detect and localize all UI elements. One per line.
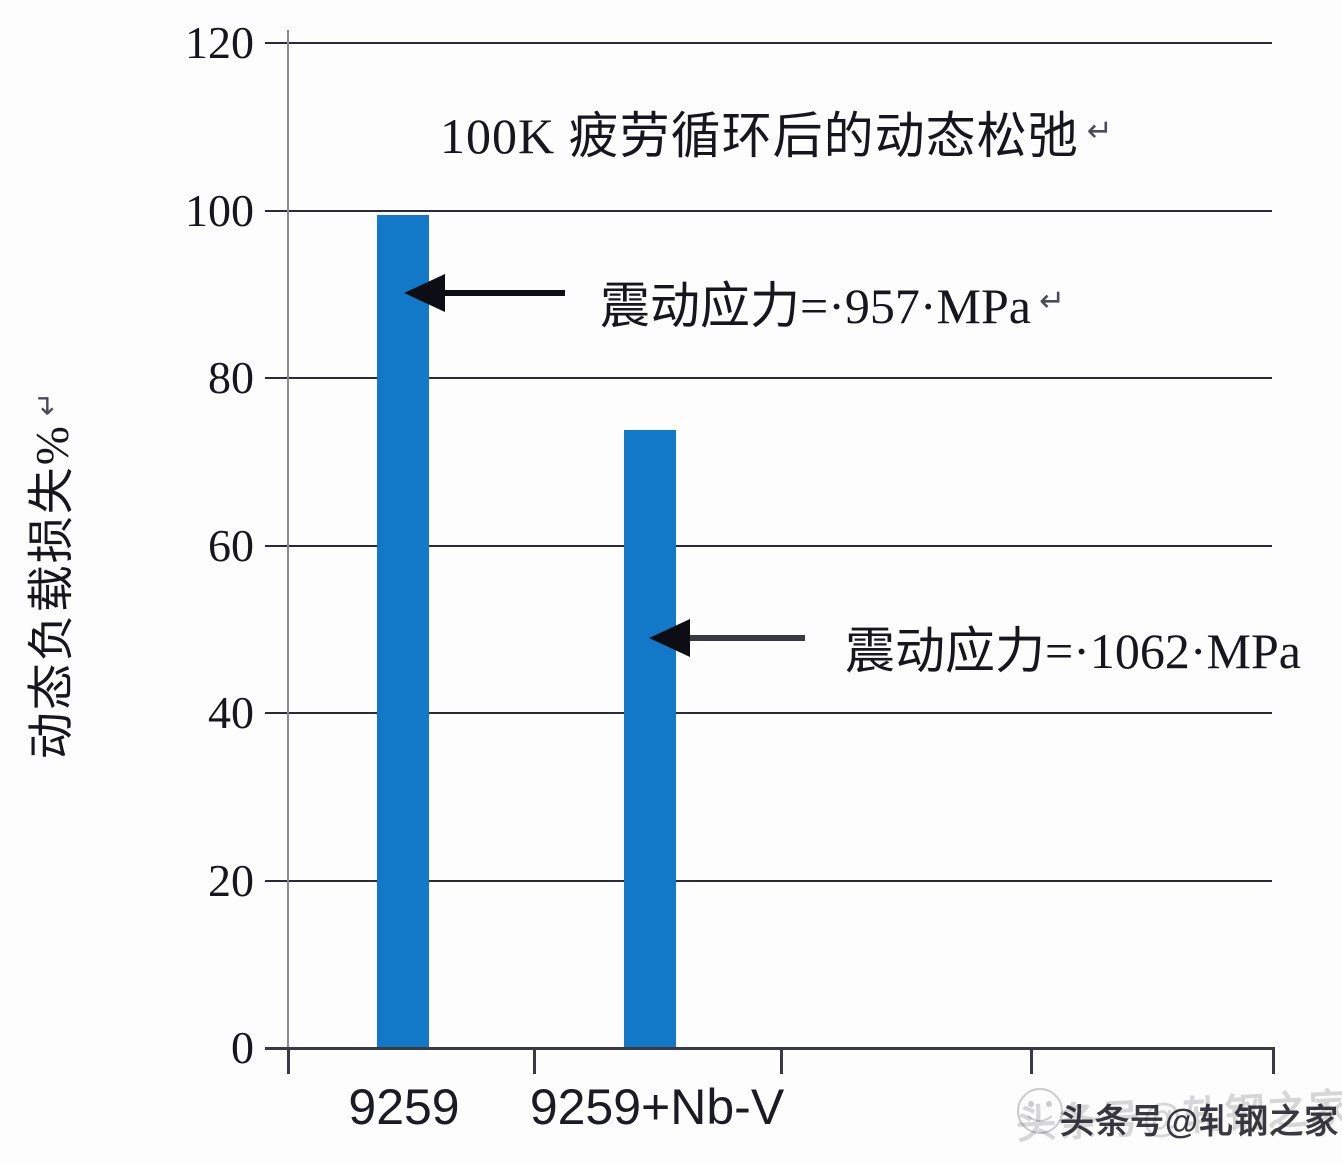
annotation-vibration-stress-957: 震动应力=·957·MPa ↵ <box>600 266 1065 338</box>
x-tick-4 <box>1272 1047 1275 1074</box>
x-tick-2 <box>780 1047 783 1074</box>
y-tick-label-20: 20 <box>208 855 254 906</box>
y-tick-40 <box>265 712 287 714</box>
y-tick-120 <box>265 42 287 44</box>
annotation-text: 震动应力=·957·MPa <box>600 278 1031 334</box>
bar-9259[interactable] <box>377 215 429 1047</box>
y-tick-20 <box>265 880 287 882</box>
paragraph-mark-icon: ↵ <box>29 389 64 417</box>
y-tick-60 <box>265 545 287 547</box>
y-tick-label-100: 100 <box>185 185 254 236</box>
plot-area <box>287 42 1272 1047</box>
gridline-120 <box>287 42 1272 44</box>
y-tick-label-0: 0 <box>231 1022 254 1073</box>
smiley-watermark-icon <box>1017 1088 1063 1134</box>
paragraph-mark-icon: ↵ <box>1086 113 1114 150</box>
bar-9259-nb-v[interactable] <box>624 430 676 1047</box>
y-tick-label-40: 40 <box>208 687 254 738</box>
x-tick-3 <box>1030 1047 1033 1074</box>
y-axis-line <box>287 30 289 1060</box>
y-axis-title: 动态负载损失% ↵ <box>13 265 82 885</box>
y-tick-label-120: 120 <box>185 17 254 68</box>
paragraph-mark-icon: ↵ <box>1038 283 1065 320</box>
gridline-40 <box>287 712 1272 714</box>
x-axis-line <box>265 1047 1274 1050</box>
x-tick-1 <box>533 1047 536 1074</box>
gridline-20 <box>287 880 1272 882</box>
y-tick-100 <box>265 210 287 212</box>
gridline-80 <box>287 377 1272 379</box>
y-tick-label-80: 80 <box>208 352 254 403</box>
y-tick-80 <box>265 377 287 379</box>
x-tick-0 <box>287 1047 290 1074</box>
chart-title: 100K 疲劳循环后的动态松弛 ↵ <box>440 96 1114 168</box>
y-axis-title-text: 动态负载损失% <box>26 424 79 760</box>
gridline-60 <box>287 545 1272 547</box>
x-label-9259: 9259 <box>348 1079 460 1135</box>
annotation-text: 震动应力=·1062·MPa <box>845 623 1301 679</box>
annotation-arrow-957 <box>404 274 565 312</box>
watermark-foreground: 头条号@轧钢之家 <box>1060 1103 1340 1141</box>
annotation-vibration-stress-1062: 震动应力=·1062·MPa <box>845 611 1309 683</box>
y-tick-label-60: 60 <box>208 520 254 571</box>
x-label-9259-nb-v: 9259+Nb-V <box>529 1079 785 1135</box>
annotation-arrow-1062 <box>649 619 805 657</box>
gridline-100 <box>287 210 1272 212</box>
chart-title-text: 100K 疲劳循环后的动态松弛 <box>440 108 1079 164</box>
